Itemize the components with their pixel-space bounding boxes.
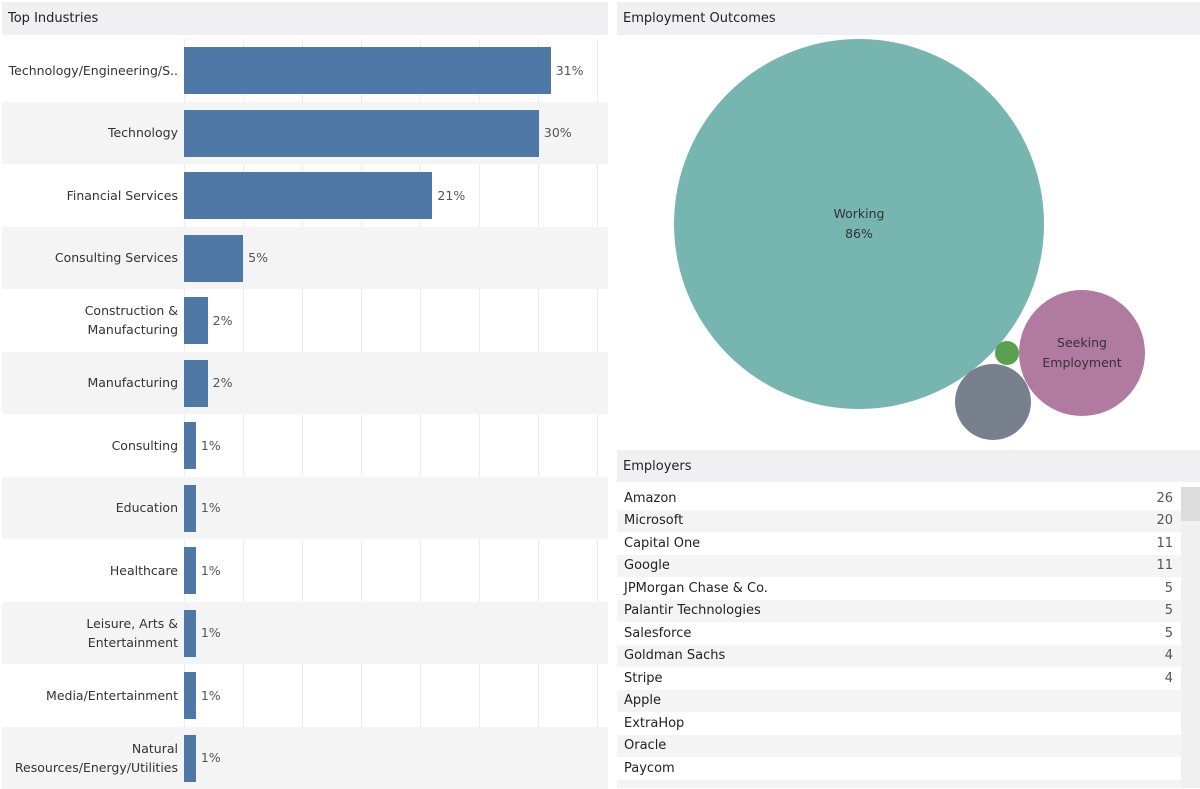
employers-header: Employers	[617, 450, 1200, 482]
industry-value: 1%	[201, 602, 221, 665]
employer-row[interactable]: Apple	[617, 690, 1181, 713]
industry-bar[interactable]	[184, 172, 432, 219]
industry-row[interactable]: Leisure, Arts & Entertainment 1%	[2, 602, 608, 665]
industry-row[interactable]: Construction & Manufacturing 2%	[2, 289, 608, 352]
industry-value: 5%	[248, 227, 268, 290]
industry-label: Technology	[2, 102, 178, 165]
employer-name: Oracle	[624, 738, 666, 753]
employer-name: ExtraHop	[624, 716, 684, 731]
employer-count: 5	[1165, 626, 1173, 641]
employer-row[interactable]	[617, 780, 1181, 789]
bubble-other[interactable]	[955, 364, 1031, 440]
industry-label: Education	[2, 477, 178, 540]
industry-bar[interactable]	[184, 485, 196, 532]
employer-name: Amazon	[624, 491, 677, 506]
bubble-working[interactable]: Working 86%	[674, 39, 1044, 409]
industry-bar[interactable]	[184, 110, 539, 157]
industry-value: 21%	[437, 164, 465, 227]
employer-name: Stripe	[624, 671, 663, 686]
employer-name: JPMorgan Chase & Co.	[624, 581, 768, 596]
industry-bar[interactable]	[184, 547, 196, 594]
employer-row[interactable]: Paycom	[617, 757, 1181, 780]
industry-bar[interactable]	[184, 672, 196, 719]
outcomes-header: Employment Outcomes	[617, 2, 1200, 35]
industry-value: 30%	[544, 102, 572, 165]
industry-value: 1%	[201, 664, 221, 727]
industry-value: 2%	[213, 352, 233, 415]
industry-bar[interactable]	[184, 235, 243, 282]
industries-header: Top Industries	[2, 2, 608, 35]
industry-label: Leisure, Arts & Entertainment	[2, 602, 178, 665]
industry-row[interactable]: Technology/Engineering/S.. 31%	[2, 39, 608, 102]
employer-name: Palantir Technologies	[624, 603, 761, 618]
industry-row[interactable]: Natural Resources/Energy/Utilities 1%	[2, 727, 608, 789]
employer-row[interactable]: Stripe 4	[617, 667, 1181, 690]
industry-bar[interactable]	[184, 610, 196, 657]
industry-label: Healthcare	[2, 539, 178, 602]
employer-row[interactable]: Amazon 26	[617, 487, 1181, 510]
industry-row[interactable]: Consulting Services 5%	[2, 227, 608, 290]
industry-label: Financial Services	[2, 164, 178, 227]
employers-scrollbar[interactable]	[1181, 487, 1200, 788]
employer-name: Salesforce	[624, 626, 691, 641]
industry-label: Media/Entertainment	[2, 664, 178, 727]
employer-row[interactable]: Capital One 11	[617, 532, 1181, 555]
employer-name: Paycom	[624, 761, 675, 776]
scrollbar-thumb[interactable]	[1181, 487, 1200, 521]
industry-value: 1%	[201, 414, 221, 477]
bubble-small[interactable]	[995, 341, 1019, 365]
industry-value: 1%	[201, 727, 221, 789]
industry-label: Natural Resources/Energy/Utilities	[2, 727, 178, 789]
employer-name: Capital One	[624, 536, 700, 551]
industries-chart: Technology/Engineering/S.. 31%Technology…	[2, 39, 608, 788]
industry-label: Consulting	[2, 414, 178, 477]
employer-row[interactable]: Microsoft 20	[617, 510, 1181, 533]
industry-label: Consulting Services	[2, 227, 178, 290]
industry-row[interactable]: Education 1%	[2, 477, 608, 540]
employer-count: 11	[1156, 558, 1173, 573]
employer-count: 11	[1156, 536, 1173, 551]
employer-name: Microsoft	[624, 513, 683, 528]
employer-count: 5	[1165, 581, 1173, 596]
employer-name: Google	[624, 558, 670, 573]
employer-row[interactable]: Oracle	[617, 735, 1181, 758]
industry-row[interactable]: Consulting 1%	[2, 414, 608, 477]
working-label: Working	[834, 204, 885, 224]
employer-name: Goldman Sachs	[624, 648, 725, 663]
industry-bar[interactable]	[184, 297, 208, 344]
industry-value: 31%	[556, 39, 584, 102]
employer-count: 26	[1156, 491, 1173, 506]
employer-count: 4	[1165, 648, 1173, 663]
employer-row[interactable]: ExtraHop	[617, 712, 1181, 735]
employer-row[interactable]: Salesforce 5	[617, 622, 1181, 645]
industry-row[interactable]: Manufacturing 2%	[2, 352, 608, 415]
employer-count: 5	[1165, 603, 1173, 618]
industry-row[interactable]: Healthcare 1%	[2, 539, 608, 602]
industry-label: Construction & Manufacturing	[2, 289, 178, 352]
industry-bar[interactable]	[184, 47, 551, 94]
employer-row[interactable]: Google 11	[617, 555, 1181, 578]
industry-label: Technology/Engineering/S..	[2, 39, 178, 102]
industry-value: 1%	[201, 539, 221, 602]
employer-name: Apple	[624, 693, 661, 708]
industry-bar[interactable]	[184, 360, 208, 407]
employer-row[interactable]: Palantir Technologies 5	[617, 600, 1181, 623]
industry-label: Manufacturing	[2, 352, 178, 415]
seeking-label: Seeking Employment	[1035, 333, 1129, 373]
industry-value: 1%	[201, 477, 221, 540]
industry-bar[interactable]	[184, 422, 196, 469]
working-pct: 86%	[845, 224, 873, 244]
industry-row[interactable]: Technology 30%	[2, 102, 608, 165]
employer-row[interactable]: JPMorgan Chase & Co. 5	[617, 577, 1181, 600]
employer-count: 20	[1156, 513, 1173, 528]
industry-row[interactable]: Financial Services 21%	[2, 164, 608, 227]
industry-row[interactable]: Media/Entertainment 1%	[2, 664, 608, 727]
industry-value: 2%	[213, 289, 233, 352]
bubble-seeking[interactable]: Seeking Employment	[1019, 290, 1145, 416]
employers-list: Amazon 26 Microsoft 20 Capital One 11 Google 11…	[617, 487, 1181, 788]
employer-count: 4	[1165, 671, 1173, 686]
employer-row[interactable]: Goldman Sachs 4	[617, 645, 1181, 668]
industry-bar[interactable]	[184, 735, 196, 782]
